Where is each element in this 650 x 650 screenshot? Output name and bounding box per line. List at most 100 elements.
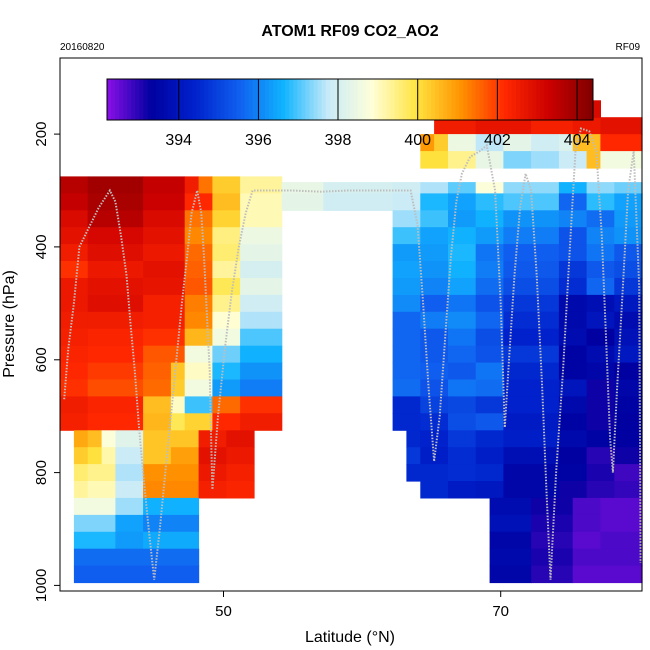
colorbar-tick-label: 398 xyxy=(325,132,352,149)
colorbar-segment xyxy=(564,79,570,120)
heatmap-cell xyxy=(212,227,241,245)
colorbar-segment xyxy=(220,79,225,120)
heatmap-cell xyxy=(420,278,449,296)
heatmap-cell xyxy=(392,261,421,279)
heatmap-cell xyxy=(586,244,615,262)
colorbar-segment xyxy=(167,79,173,120)
colorbar-segment xyxy=(333,79,339,120)
heatmap-cell xyxy=(240,328,283,347)
heatmap-cell xyxy=(614,328,643,347)
colorbar-segment xyxy=(139,79,144,120)
heatmap-cell xyxy=(73,548,200,567)
colorbar-segment xyxy=(147,79,153,120)
heatmap-cell xyxy=(420,227,449,245)
heatmap-cell xyxy=(392,210,421,228)
heatmap-cell xyxy=(73,464,89,482)
heatmap-cell xyxy=(475,464,504,482)
heatmap-cell xyxy=(60,396,89,414)
heatmap-cell xyxy=(87,447,103,465)
heatmap-cell xyxy=(170,379,186,397)
colorbar-segment xyxy=(107,79,112,120)
colorbar-segment xyxy=(382,79,387,120)
heatmap-cell xyxy=(420,328,449,347)
heatmap-cell xyxy=(87,413,144,431)
colorbar-segment xyxy=(418,79,424,120)
heatmap-cell xyxy=(503,413,560,431)
heatmap-cell xyxy=(558,311,588,330)
colorbar-segment xyxy=(188,79,193,120)
heatmap-cell xyxy=(614,396,643,414)
y-axis: 200 400 600 800 1000 xyxy=(33,122,60,602)
heatmap-cell xyxy=(170,447,200,465)
heatmap-cell xyxy=(489,565,532,584)
heatmap-cell xyxy=(240,176,283,194)
colorbar-segment xyxy=(540,79,545,120)
heatmap-cell xyxy=(60,210,89,228)
heatmap-cell xyxy=(184,261,213,279)
heatmap-cell xyxy=(143,244,186,262)
colorbar-segment xyxy=(248,79,254,120)
heatmap-cell xyxy=(572,514,601,533)
heatmap-cell xyxy=(101,430,117,448)
heatmap-cell xyxy=(586,481,615,499)
heatmap-cell xyxy=(392,193,421,211)
heatmap-cell xyxy=(73,447,89,465)
heatmap-cell xyxy=(448,311,477,330)
heatmap-cell xyxy=(558,227,588,245)
heatmap-cell xyxy=(531,134,560,152)
heatmap-cell xyxy=(73,565,200,584)
heatmap-cell xyxy=(586,311,615,330)
heatmap-cell xyxy=(586,294,615,313)
heatmap-cell xyxy=(184,311,213,330)
heatmap-cell xyxy=(115,497,144,516)
heatmap-cell xyxy=(143,294,186,313)
colorbar-segment xyxy=(455,79,460,120)
heatmap-cell xyxy=(143,210,186,228)
heatmap-cell xyxy=(614,430,643,448)
heatmap-cell xyxy=(489,514,532,533)
colorbar-segment xyxy=(289,79,294,120)
heatmap-cell xyxy=(503,294,560,313)
heatmap-cell xyxy=(572,497,601,516)
heatmap-cell xyxy=(87,193,144,211)
heatmap-cell xyxy=(475,294,504,313)
heatmap-cell xyxy=(240,227,283,245)
heatmap-cell xyxy=(143,261,186,279)
colorbar-segment xyxy=(374,79,379,120)
heatmap-cell xyxy=(572,565,643,584)
heatmap-cell xyxy=(586,278,615,296)
heatmap-cell xyxy=(503,311,560,330)
heatmap-cell xyxy=(475,311,504,330)
colorbar-segment xyxy=(410,79,416,120)
heatmap-cell xyxy=(600,117,643,135)
heatmap-cell xyxy=(586,328,615,347)
heatmap-cell xyxy=(115,464,144,482)
heatmap-cell xyxy=(60,261,89,279)
colorbar-segment xyxy=(252,79,258,120)
heatmap-cell xyxy=(558,261,588,279)
heatmap-cell xyxy=(212,396,241,414)
colorbar-segment xyxy=(313,79,319,120)
heatmap-cell xyxy=(226,481,255,499)
heatmap-cell xyxy=(614,227,643,245)
heatmap-cell xyxy=(184,244,213,262)
y-tick-label: 800 xyxy=(33,460,50,485)
colorbar-segment xyxy=(115,79,120,120)
heatmap-cell xyxy=(475,379,504,397)
colorbar-segment xyxy=(151,79,157,120)
heatmap-cell xyxy=(198,430,227,448)
heatmap-cell xyxy=(614,464,643,482)
heatmap-cell xyxy=(420,481,449,499)
colorbar-segment xyxy=(281,79,286,120)
heatmap-cell xyxy=(240,244,283,262)
colorbar-segment xyxy=(224,79,229,120)
heatmap-cell xyxy=(143,227,186,245)
heatmap-cell xyxy=(87,244,144,262)
colorbar-segment xyxy=(350,79,355,120)
colorbar-segment xyxy=(467,79,472,120)
heatmap-cell xyxy=(212,294,241,313)
colorbar-segment xyxy=(297,79,302,120)
colorbar-segment xyxy=(345,79,351,120)
heatmap-cell xyxy=(87,294,144,313)
y-tick-label: 400 xyxy=(33,234,50,259)
